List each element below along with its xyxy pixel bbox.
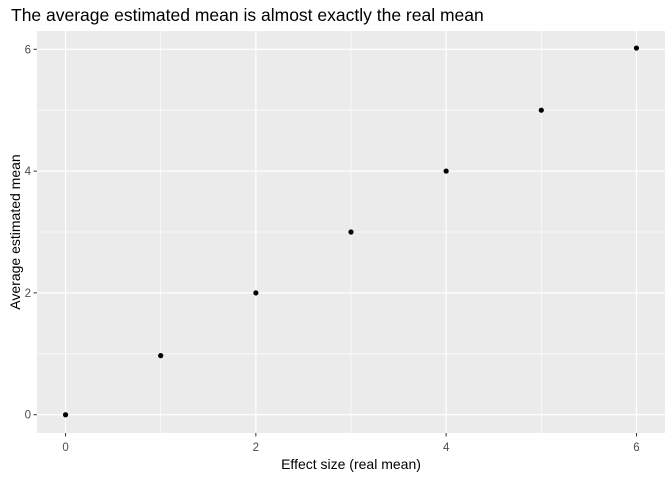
y-axis-label: Average estimated mean (7, 154, 23, 309)
y-tick-label: 6 (25, 44, 31, 56)
data-point (633, 45, 640, 51)
x-axis-label: Effect size (real mean) (281, 456, 421, 472)
data-point (348, 229, 354, 235)
major-gridlines (37, 31, 665, 433)
data-point (62, 412, 69, 418)
x-tick-label: 0 (62, 442, 68, 454)
x-tick-label: 4 (443, 442, 450, 454)
data-points (62, 45, 640, 418)
data-point (253, 290, 259, 296)
chart-title: The average estimated mean is almost exa… (11, 5, 484, 25)
x-tick-label: 2 (253, 442, 259, 454)
y-tick-label: 4 (25, 166, 32, 178)
data-point (158, 353, 164, 359)
data-point (538, 107, 544, 113)
y-tick-label: 2 (25, 288, 31, 300)
y-tick-label: 0 (25, 410, 31, 422)
data-point (443, 168, 449, 174)
tick-labels: 0 2 4 6 0 2 4 6 (25, 44, 640, 454)
axis-ticks (33, 48, 637, 437)
x-tick-label: 6 (633, 442, 639, 454)
